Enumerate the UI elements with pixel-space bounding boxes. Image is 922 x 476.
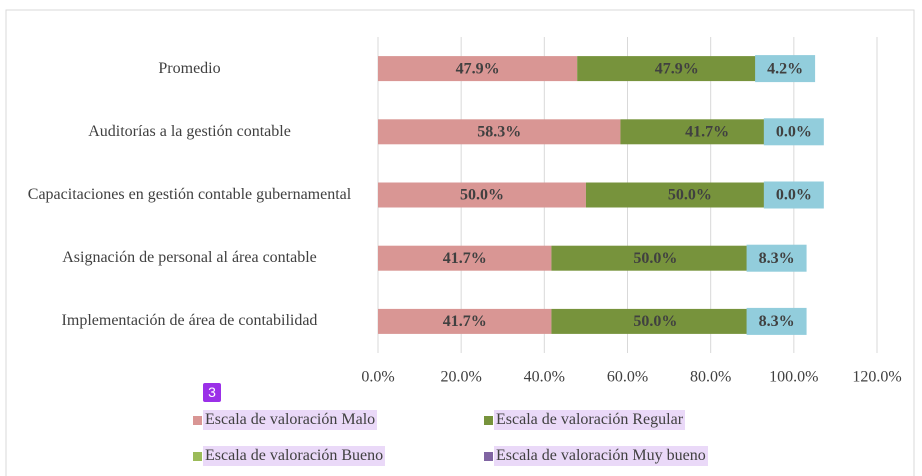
y-tick-label: Asignación de personal al área contable <box>62 249 317 267</box>
value-label: 50.0% <box>460 187 504 204</box>
value-label: 47.9% <box>655 60 699 77</box>
x-tick-label: 40.0% <box>524 369 565 386</box>
value-label-box <box>755 55 816 83</box>
value-label-box <box>746 244 807 272</box>
bar-segment <box>378 56 578 82</box>
bar-segment <box>378 308 552 334</box>
bar-segment <box>378 119 621 145</box>
bar-segment <box>378 182 586 208</box>
value-label: 41.7% <box>685 123 729 140</box>
x-tick-label: 80.0% <box>690 369 731 386</box>
legend-swatch <box>193 452 202 461</box>
legend-swatch <box>484 452 493 461</box>
value-label-box <box>763 181 824 209</box>
value-label: 0.0% <box>776 123 812 140</box>
bar-segment <box>551 308 760 334</box>
x-tick-label: 20.0% <box>441 369 482 386</box>
x-tick-label: 0.0% <box>361 369 394 386</box>
y-tick-label: Capacitaciones en gestión contable guber… <box>27 186 352 203</box>
x-tick-label: 120.0% <box>852 369 901 386</box>
legend-swatch <box>193 416 202 425</box>
value-label-box <box>746 307 807 335</box>
badge: 3 <box>203 383 221 402</box>
bar-segment <box>551 245 760 271</box>
value-label: 50.0% <box>633 250 677 267</box>
bar-segment <box>585 182 794 208</box>
bar-segment <box>378 245 552 271</box>
y-tick-label: Promedio <box>158 59 221 77</box>
bar-segment <box>577 56 777 82</box>
value-label: 47.9% <box>456 60 500 77</box>
value-label: 8.3% <box>759 313 795 330</box>
value-label: 8.3% <box>759 250 795 267</box>
value-label: 41.7% <box>443 313 487 330</box>
value-label: 50.0% <box>633 313 677 330</box>
x-tick-label: 100.0% <box>769 369 818 386</box>
legend-label: Escala de valoración Bueno <box>203 446 386 466</box>
legend-swatch <box>484 416 493 425</box>
y-tick-label: Implementación de área de contabilidad <box>61 312 318 330</box>
legend-label: Escala de valoración Muy bueno <box>494 446 708 466</box>
value-label: 0.0% <box>776 187 812 204</box>
chart-frame <box>5 9 915 476</box>
value-label: 41.7% <box>443 250 487 267</box>
value-label: 58.3% <box>477 123 521 140</box>
y-tick-label: Auditorías a la gestión contable <box>88 122 291 140</box>
legend-label: Escala de valoración Regular <box>494 410 686 430</box>
legend-label: Escala de valoración Malo <box>203 410 378 430</box>
value-label: 50.0% <box>668 187 712 204</box>
x-tick-label: 60.0% <box>607 369 648 386</box>
value-label-box <box>763 118 824 146</box>
value-label: 4.2% <box>767 60 803 77</box>
